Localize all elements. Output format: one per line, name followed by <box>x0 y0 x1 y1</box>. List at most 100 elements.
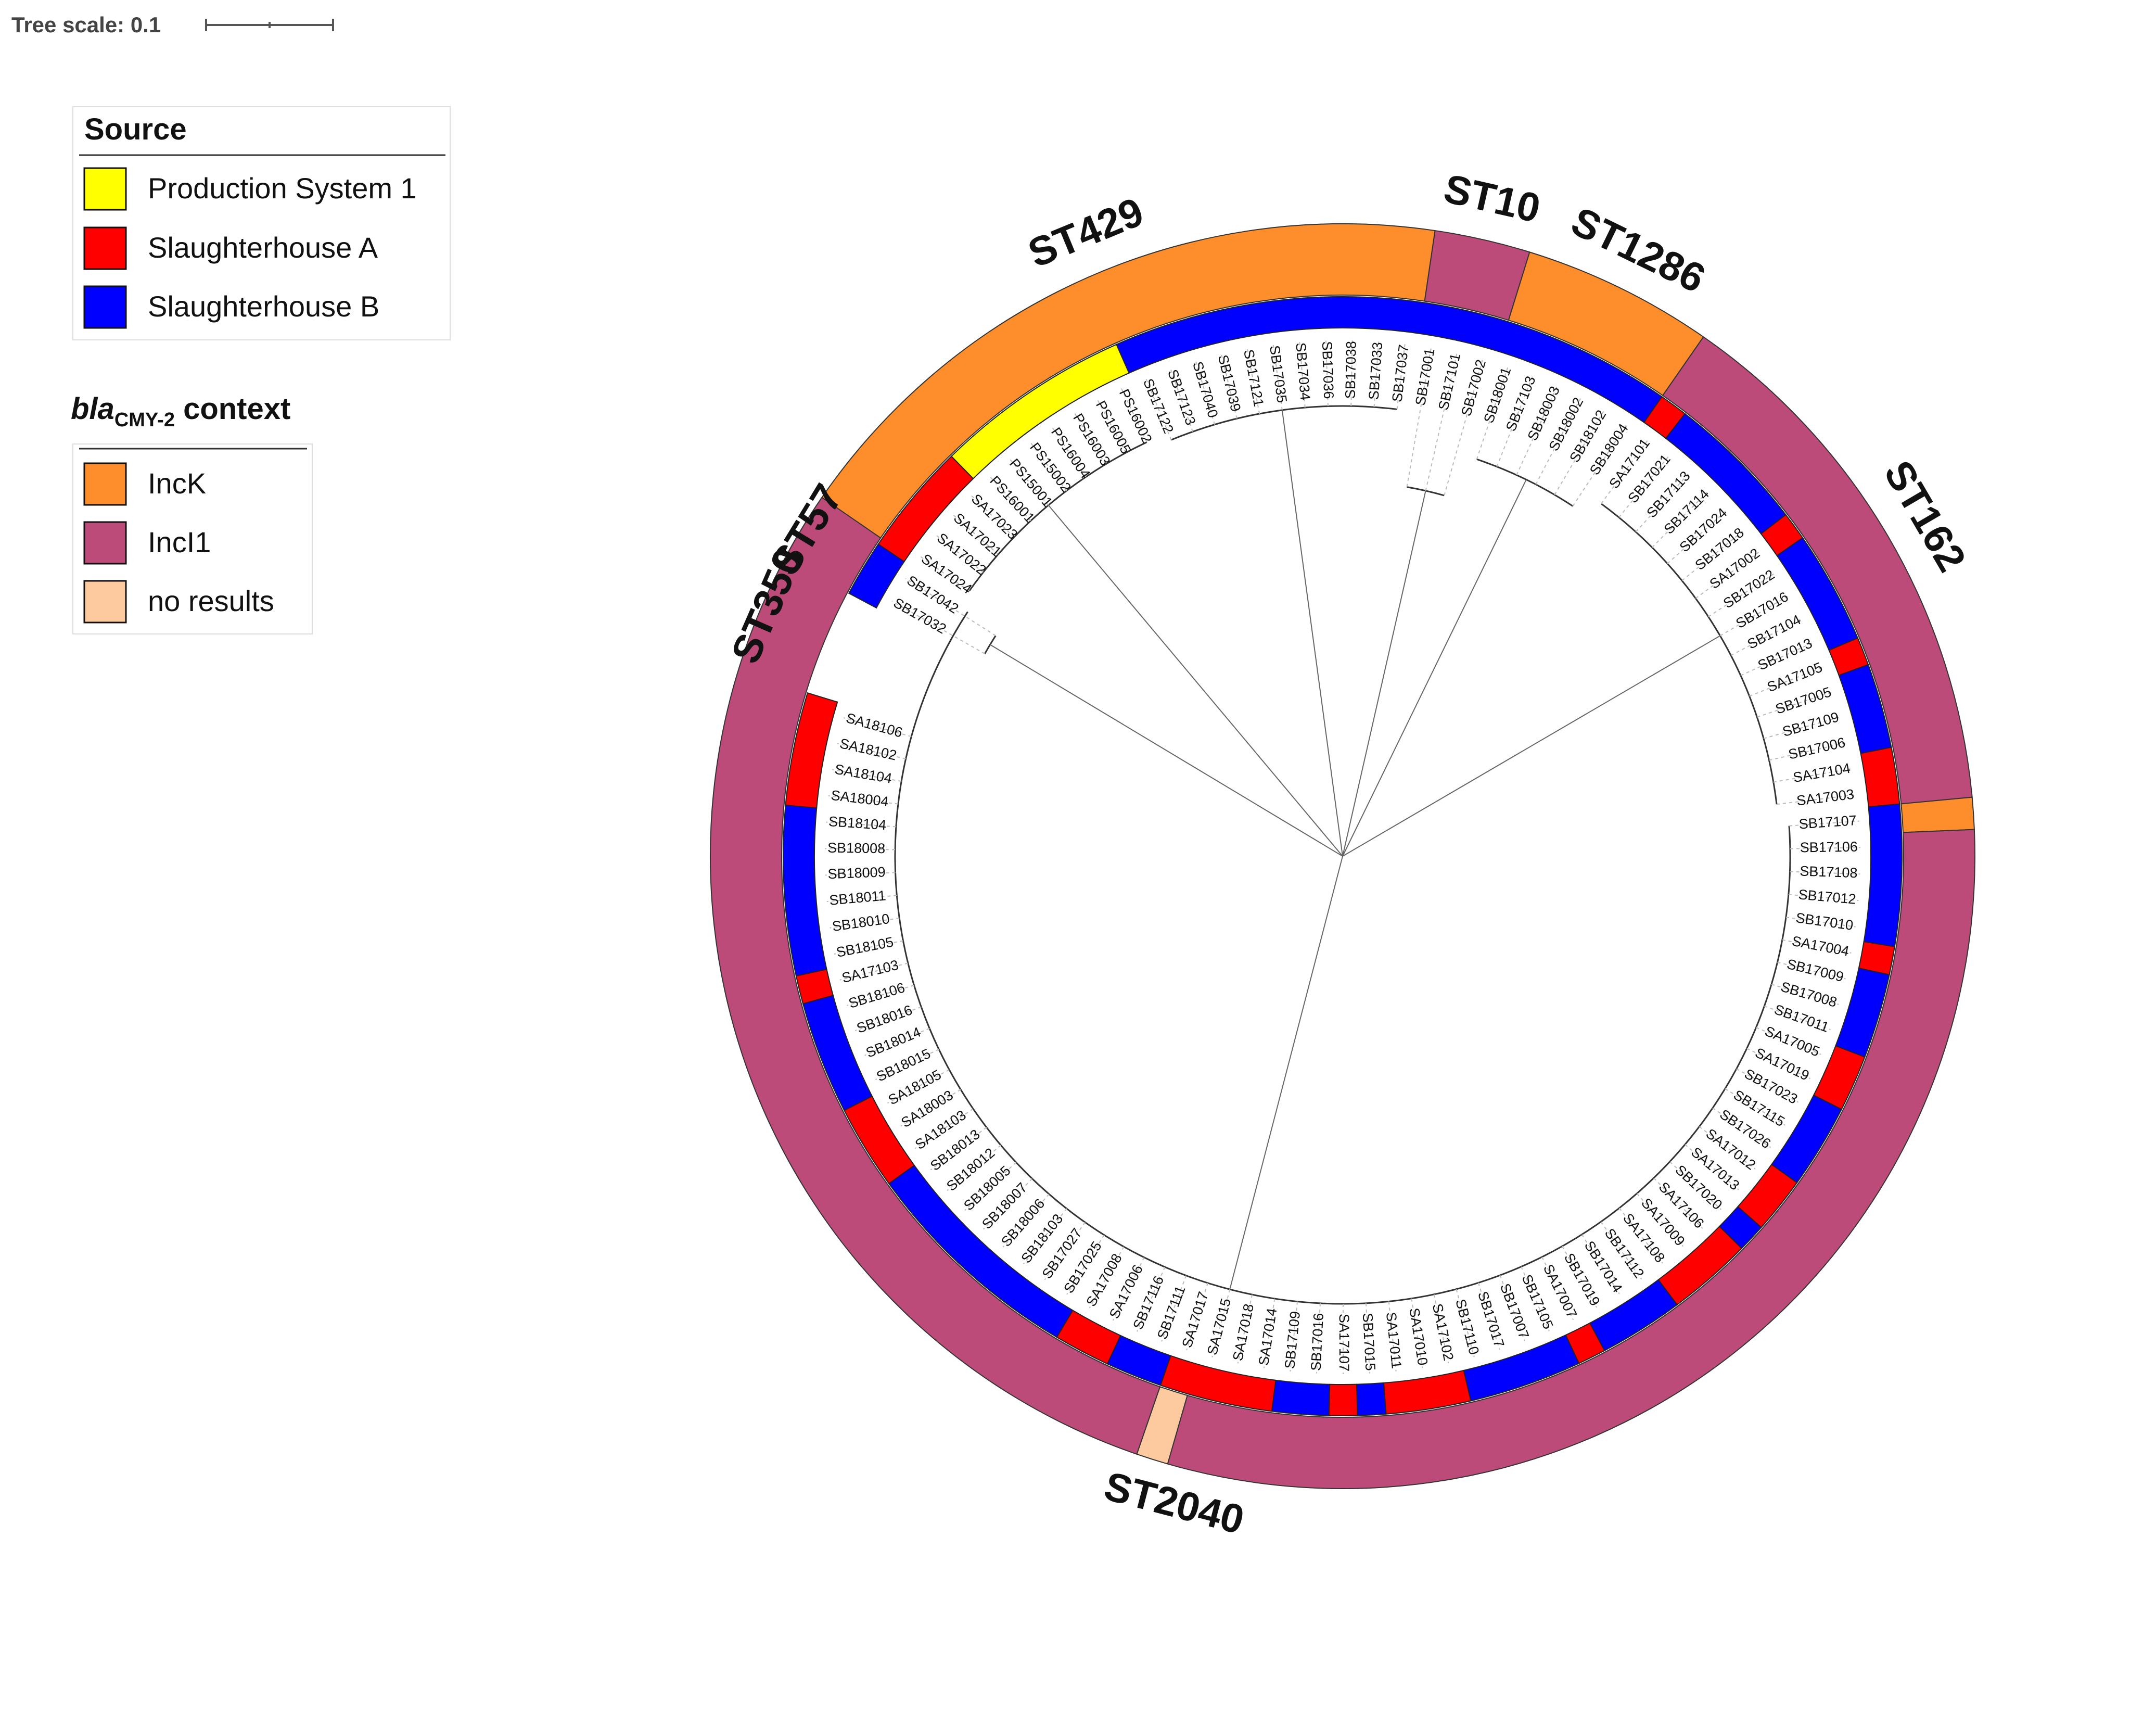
tip-leader-line <box>837 743 906 759</box>
source-segment <box>785 692 838 809</box>
tip-leader-line <box>1667 509 1728 564</box>
tip-leader-line <box>1433 1294 1449 1364</box>
tip-label: SB17006 <box>1787 734 1847 763</box>
tip-leader-line <box>834 940 903 955</box>
tip-leader-line <box>854 1006 922 1032</box>
tip-leader-line <box>1789 820 1859 827</box>
legend-swatch-slaughterhouse-b <box>83 285 127 329</box>
tip-label: SA17018 <box>1230 1302 1257 1362</box>
source-segment <box>1356 1382 1387 1416</box>
tip-leader-line <box>1712 1107 1771 1148</box>
tip-leader-line <box>1411 1298 1423 1368</box>
legend-context-title-rest: context <box>175 392 290 426</box>
clade-branch <box>1342 490 1426 857</box>
tip-leader-line <box>1365 1303 1370 1374</box>
tip-leader-line <box>1541 1256 1574 1320</box>
tip-leader-line <box>1618 1208 1663 1264</box>
context-segment <box>1900 796 1975 833</box>
legend-label-inck: IncK <box>148 467 206 500</box>
tip-leader-line <box>900 1089 961 1127</box>
legend-source: Source Production System 1 Slaughterhous… <box>72 106 451 340</box>
tip-label: SA17004 <box>1791 933 1851 959</box>
tip-leader-line <box>828 795 898 805</box>
tip-leader-line <box>1653 1177 1703 1229</box>
tip-label: SB17034 <box>1293 342 1313 401</box>
tip-label: SA17011 <box>1383 1311 1405 1369</box>
tip-label: SB18010 <box>831 911 890 934</box>
tip-label: SA18104 <box>834 761 894 786</box>
tip-leader-line <box>1535 396 1582 485</box>
tip-label: SB17009 <box>1785 956 1845 985</box>
legend-source-box <box>72 106 451 340</box>
tip-leader-line <box>1777 961 1846 980</box>
tip-leader-line <box>1572 423 1628 506</box>
tip-leader-line <box>1681 529 1745 581</box>
tip-label: SB18011 <box>828 887 886 908</box>
tip-leader-line <box>1290 1301 1298 1372</box>
tip-leader-line <box>846 984 914 1006</box>
legend-swatch-slaughterhouse-a <box>83 226 127 270</box>
tip-label: SB17101 <box>1435 352 1463 412</box>
tip-leader-line <box>1298 340 1306 408</box>
legend-swatch-no-results <box>83 580 127 624</box>
tip-leader-line <box>839 962 909 981</box>
tip-leader-line <box>832 769 902 782</box>
tip-label: SA18106 <box>844 710 904 741</box>
tip-label: SB17033 <box>1366 341 1386 400</box>
tip-label: SA17015 <box>1204 1297 1234 1356</box>
tip-leader-line <box>1785 917 1856 928</box>
legend-context: blaCMY-2 context IncK IncI1 no results <box>71 392 313 634</box>
tip-leader-line <box>1496 374 1534 467</box>
clade-branch <box>1342 479 1527 857</box>
tip-leader-line <box>843 717 912 738</box>
tip-leader-line <box>1776 794 1857 805</box>
tree-scale: Tree scale: 0.1 <box>11 12 334 37</box>
tip-leader-line <box>1782 939 1852 954</box>
tip-leader-line <box>1790 871 1860 875</box>
tip-leader-line <box>1740 641 1815 676</box>
tip-label: SB17012 <box>1798 886 1857 907</box>
tip-leader-line <box>1406 346 1432 487</box>
tip-leader-line <box>1746 1048 1811 1080</box>
tree-branches <box>894 405 1791 1305</box>
tip-leader-line <box>1763 716 1842 739</box>
context-segment <box>710 497 1161 1455</box>
clade-branch <box>1342 635 1720 857</box>
tip-label: SA17010 <box>1406 1307 1431 1366</box>
tip-leader-line <box>1089 1246 1125 1309</box>
legend-swatch-production-system <box>83 167 127 211</box>
tip-label: SB17015 <box>1360 1313 1379 1372</box>
tip-leader-line <box>1736 1068 1799 1103</box>
tip-leader-line <box>1476 365 1509 460</box>
tip-leader-line <box>1195 359 1216 425</box>
tip-label: SB17001 <box>1412 347 1438 407</box>
tip-leader-line <box>1708 572 1777 617</box>
tip-leader-line <box>1444 358 1484 496</box>
tip-leader-line <box>1425 351 1458 491</box>
sequence-type-label: ST10 <box>1440 165 1545 231</box>
tip-leader-line <box>1600 1221 1642 1280</box>
tip-leader-line <box>1756 1027 1821 1055</box>
tip-label: SA17003 <box>1796 786 1855 809</box>
tip-leader-line <box>1161 1275 1187 1342</box>
tip-leader-line <box>1790 847 1860 849</box>
tip-leader-line <box>1477 1282 1500 1350</box>
tip-leader-line <box>1396 342 1406 410</box>
tip-leader-line <box>887 1069 950 1104</box>
tip-label: SB18105 <box>835 934 895 960</box>
tip-label: SB17036 <box>1319 341 1337 399</box>
tip-label: SB17016 <box>1308 1313 1327 1371</box>
tip-leader-line <box>825 848 896 850</box>
tip-leader-line <box>905 578 996 637</box>
tip-leader-line <box>1581 1234 1620 1294</box>
tip-leader-line <box>1316 1303 1321 1374</box>
tip-leader-line <box>1237 1294 1253 1364</box>
legend-swatch-inci1 <box>83 521 127 565</box>
tip-label: SA18102 <box>838 735 898 763</box>
tip-leader-line <box>964 1162 1017 1211</box>
tip-label: SB17110 <box>1452 1298 1482 1356</box>
tip-leader-line <box>1695 550 1762 599</box>
tip-leader-line <box>1516 385 1559 476</box>
tip-leader-line <box>1044 1222 1086 1280</box>
tip-label: SB17107 <box>1798 812 1857 832</box>
